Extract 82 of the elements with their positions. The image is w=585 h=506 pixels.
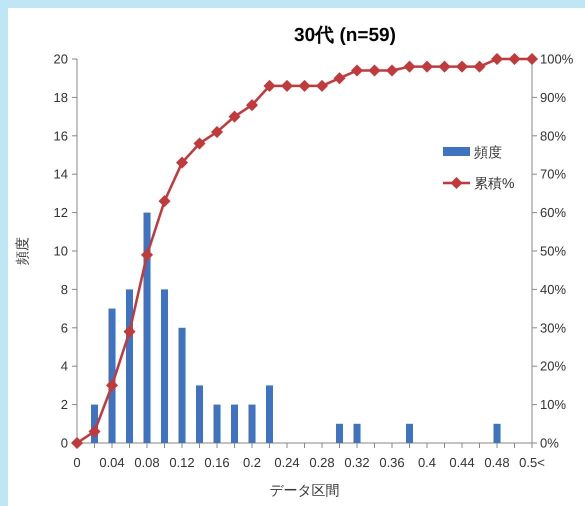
point — [334, 72, 346, 84]
x-axis-title: データ区間 — [270, 482, 340, 498]
bar — [231, 404, 238, 443]
bar — [336, 424, 343, 443]
y2-tick-label: 10% — [540, 397, 566, 412]
legend-label: 累積% — [474, 175, 514, 191]
y2-tick-label: 60% — [540, 205, 566, 220]
point — [88, 425, 100, 438]
point — [368, 64, 380, 77]
point — [264, 80, 276, 92]
y2-tick-label: 0% — [540, 436, 560, 450]
x-tick-label: 0.16 — [204, 455, 230, 470]
x-tick-label: 0.24 — [274, 455, 300, 470]
point — [421, 60, 433, 73]
x-tick-label: 0.48 — [484, 455, 510, 470]
y-tick-label: 20 — [54, 52, 68, 66]
x-tick-label: 0.08 — [134, 455, 160, 470]
bar — [144, 212, 150, 443]
y-tick-label: 6 — [60, 320, 68, 336]
point — [404, 60, 416, 73]
y2-tick-label: 40% — [540, 282, 566, 297]
point — [491, 53, 503, 65]
y-tick-label: 12 — [54, 205, 68, 220]
bar — [196, 385, 203, 443]
point — [194, 137, 206, 150]
y-tick-label: 14 — [54, 166, 68, 182]
point — [298, 80, 310, 92]
bar — [266, 385, 273, 443]
point — [158, 195, 170, 208]
point — [508, 53, 520, 65]
y-tick-label: 8 — [60, 282, 68, 297]
y-tick-label: 16 — [54, 128, 68, 144]
point — [246, 99, 258, 112]
point — [316, 80, 328, 92]
y2-tick-label: 30% — [540, 320, 566, 336]
x-tick-label: 0.44 — [449, 455, 475, 470]
legend-label: 頻度 — [474, 144, 502, 160]
point — [228, 110, 240, 123]
point — [71, 437, 83, 449]
bar — [354, 424, 360, 443]
point — [106, 379, 118, 392]
point — [281, 80, 293, 92]
point — [386, 64, 398, 77]
point — [124, 326, 136, 338]
x-tick-label: 0.32 — [344, 455, 370, 470]
y-tick-label: 10 — [54, 244, 68, 258]
bar — [161, 289, 168, 443]
y-tick-label: 18 — [54, 90, 68, 105]
y-tick-label: 2 — [60, 397, 68, 412]
chart-title: 30代 (n=59) — [294, 25, 396, 46]
point — [176, 156, 188, 169]
bar — [108, 308, 116, 443]
point — [456, 60, 468, 73]
x-tick-label: 0.5< — [519, 455, 545, 470]
bar — [178, 328, 186, 443]
point — [211, 126, 223, 138]
bar — [126, 289, 133, 443]
x-tick-label: 0.04 — [99, 455, 125, 470]
y2-tick-label: 100% — [540, 52, 574, 66]
x-tick-label: 0.4 — [418, 455, 436, 470]
y-tick-label: 0 — [60, 436, 68, 450]
point — [526, 53, 538, 65]
x-tick-label: 0.36 — [379, 455, 405, 470]
x-tick-label: 0.28 — [309, 455, 335, 470]
y-tick-label: 4 — [60, 358, 68, 374]
point — [474, 60, 486, 73]
point — [351, 64, 363, 77]
y2-tick-label: 20% — [540, 358, 566, 374]
y2-tick-label: 50% — [540, 244, 566, 258]
x-tick-label: 0.12 — [169, 455, 195, 470]
y2-tick-label: 70% — [540, 166, 566, 182]
x-tick-label: 0.2 — [242, 455, 262, 470]
bar — [214, 404, 220, 443]
point — [438, 60, 450, 73]
bar — [248, 404, 256, 443]
x-tick-label: 0 — [73, 455, 81, 470]
bar — [406, 424, 413, 443]
y-axis-title: 頻度 — [14, 237, 30, 265]
y2-tick-label: 80% — [540, 128, 566, 144]
y2-tick-label: 90% — [540, 90, 566, 105]
point — [141, 248, 153, 261]
bar — [494, 424, 500, 443]
